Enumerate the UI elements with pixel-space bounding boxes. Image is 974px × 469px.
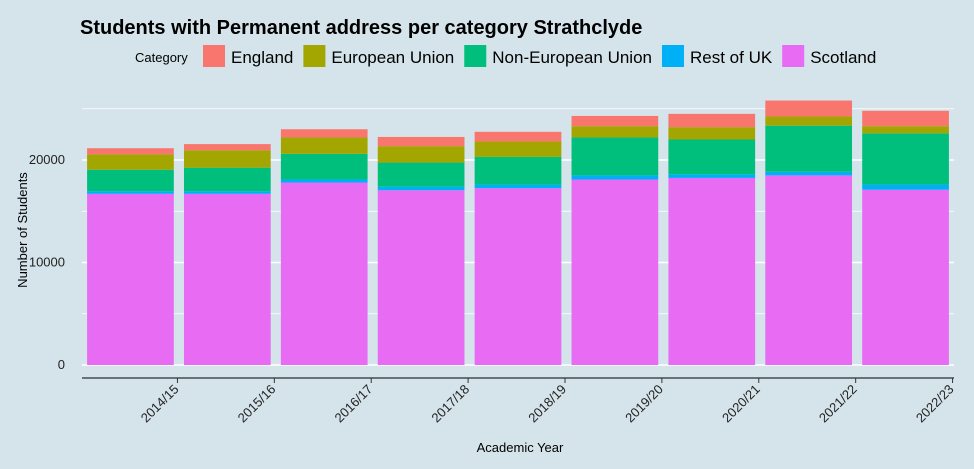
legend-label-non-european-union: Non-European Union (492, 48, 652, 67)
legend-swatch-england (203, 45, 225, 67)
bar-rest-of-uk-2022-23 (862, 184, 949, 190)
bar-non-european-union-2017-18 (377, 162, 465, 187)
x-tick-label-2021-22: 2021/22 (816, 382, 860, 426)
bar-scotland-2014-15 (87, 193, 174, 365)
x-tick-label-2019-20: 2019/20 (622, 382, 666, 426)
legend-title: Category (135, 50, 188, 65)
legend: England European Union Non-European Union R… (203, 45, 876, 67)
bar-non-european-union-2020-21 (668, 139, 756, 175)
bar-rest-of-uk-2015-16 (183, 191, 271, 194)
bar-european-union-2020-21 (668, 127, 756, 140)
x-axis-title: Academic Year (477, 440, 564, 455)
bar-non-european-union-2014-15 (87, 169, 174, 192)
bar-european-union-2015-16 (183, 150, 271, 168)
bar-stack-2020-21 (668, 113, 756, 365)
legend-swatch-scotland (782, 45, 805, 67)
bar-european-union-2018-19 (474, 141, 562, 157)
bar-stack-2016-17 (280, 129, 368, 365)
bar-scotland-2016-17 (280, 182, 368, 365)
legend-label-european-union: European Union (331, 48, 454, 67)
x-tick-label-2015-16: 2015/16 (235, 382, 279, 426)
x-tick-label-2016-17: 2016/17 (332, 382, 376, 426)
bar-rest-of-uk-2020-21 (668, 174, 756, 178)
legend-item-scotland: Scotland (782, 45, 876, 67)
legend-label-scotland: Scotland (810, 48, 876, 67)
x-tick-label-2014-15: 2014/15 (138, 382, 182, 426)
bar-england-2022-23 (862, 110, 949, 127)
bar-rest-of-uk-2021-22 (765, 171, 853, 176)
bar-england-2017-18 (377, 136, 465, 147)
bar-stack-2021-22 (765, 100, 853, 365)
bar-england-2015-16 (183, 144, 271, 151)
bar-scotland-2022-23 (862, 189, 949, 365)
bar-england-2019-20 (571, 115, 659, 127)
bar-scotland-2015-16 (183, 193, 271, 365)
bar-england-2016-17 (280, 129, 368, 138)
bar-stack-2022-23 (862, 110, 949, 365)
legend-label-rest-of-uk: Rest of UK (690, 48, 773, 67)
bar-rest-of-uk-2014-15 (87, 191, 174, 194)
bar-stack-2018-19 (474, 131, 562, 365)
bar-england-2014-15 (87, 148, 174, 155)
legend-item-european-union: European Union (303, 45, 454, 67)
x-tick-label-2022-23: 2022/23 (913, 382, 957, 426)
bar-non-european-union-2016-17 (280, 153, 368, 180)
bar-stack-2014-15 (87, 148, 174, 365)
x-tick-label-2020-21: 2020/21 (719, 382, 763, 426)
legend-swatch-european-union (303, 45, 326, 67)
bar-european-union-2019-20 (571, 126, 659, 138)
y-tick-label: 0 (58, 357, 65, 372)
bar-stack-2019-20 (571, 115, 659, 365)
bar-scotland-2020-21 (668, 177, 756, 365)
legend-swatch-non-european-union (464, 45, 487, 67)
y-tick-label: 10000 (29, 255, 65, 270)
bar-stack-2015-16 (183, 144, 271, 365)
bar-scotland-2017-18 (377, 190, 465, 365)
bars (87, 100, 949, 365)
bar-scotland-2018-19 (474, 188, 562, 365)
bar-non-european-union-2015-16 (183, 167, 271, 192)
bar-non-european-union-2022-23 (862, 133, 949, 185)
x-axis-ticks: 2014/15 2015/16 2016/17 2017/18 2018/19 2019/… (138, 378, 957, 425)
legend-swatch-rest-of-uk (661, 45, 684, 67)
x-tick-label-2018-19: 2018/19 (525, 382, 569, 426)
bar-rest-of-uk-2017-18 (377, 186, 465, 191)
y-tick-label: 20000 (29, 152, 65, 167)
bar-non-european-union-2019-20 (571, 137, 659, 176)
bar-european-union-2021-22 (765, 116, 853, 126)
bar-england-2020-21 (668, 113, 756, 128)
legend-label-england: England (231, 48, 293, 67)
bar-non-european-union-2021-22 (765, 125, 853, 172)
bar-european-union-2022-23 (862, 126, 949, 134)
y-axis-ticks: 0 10000 20000 (29, 152, 65, 372)
bar-stack-2017-18 (377, 136, 465, 365)
bar-rest-of-uk-2019-20 (571, 175, 659, 180)
chart-title: Students with Permanent address per cate… (80, 17, 642, 39)
bar-england-2021-22 (765, 100, 853, 117)
legend-item-rest-of-uk: Rest of UK (661, 45, 773, 67)
bar-european-union-2016-17 (280, 137, 368, 154)
legend-item-non-european-union: Non-European Union (464, 45, 652, 67)
bar-european-union-2014-15 (87, 154, 174, 170)
bar-scotland-2019-20 (571, 179, 659, 365)
bar-european-union-2017-18 (377, 146, 465, 163)
y-axis-title: Number of Students (15, 172, 30, 288)
legend-item-england: England (203, 45, 293, 67)
bar-rest-of-uk-2016-17 (280, 179, 368, 183)
bar-england-2018-19 (474, 131, 562, 142)
bar-non-european-union-2018-19 (474, 156, 562, 185)
bar-scotland-2021-22 (765, 175, 853, 365)
bar-rest-of-uk-2018-19 (474, 184, 562, 189)
x-tick-label-2017-18: 2017/18 (428, 382, 472, 426)
